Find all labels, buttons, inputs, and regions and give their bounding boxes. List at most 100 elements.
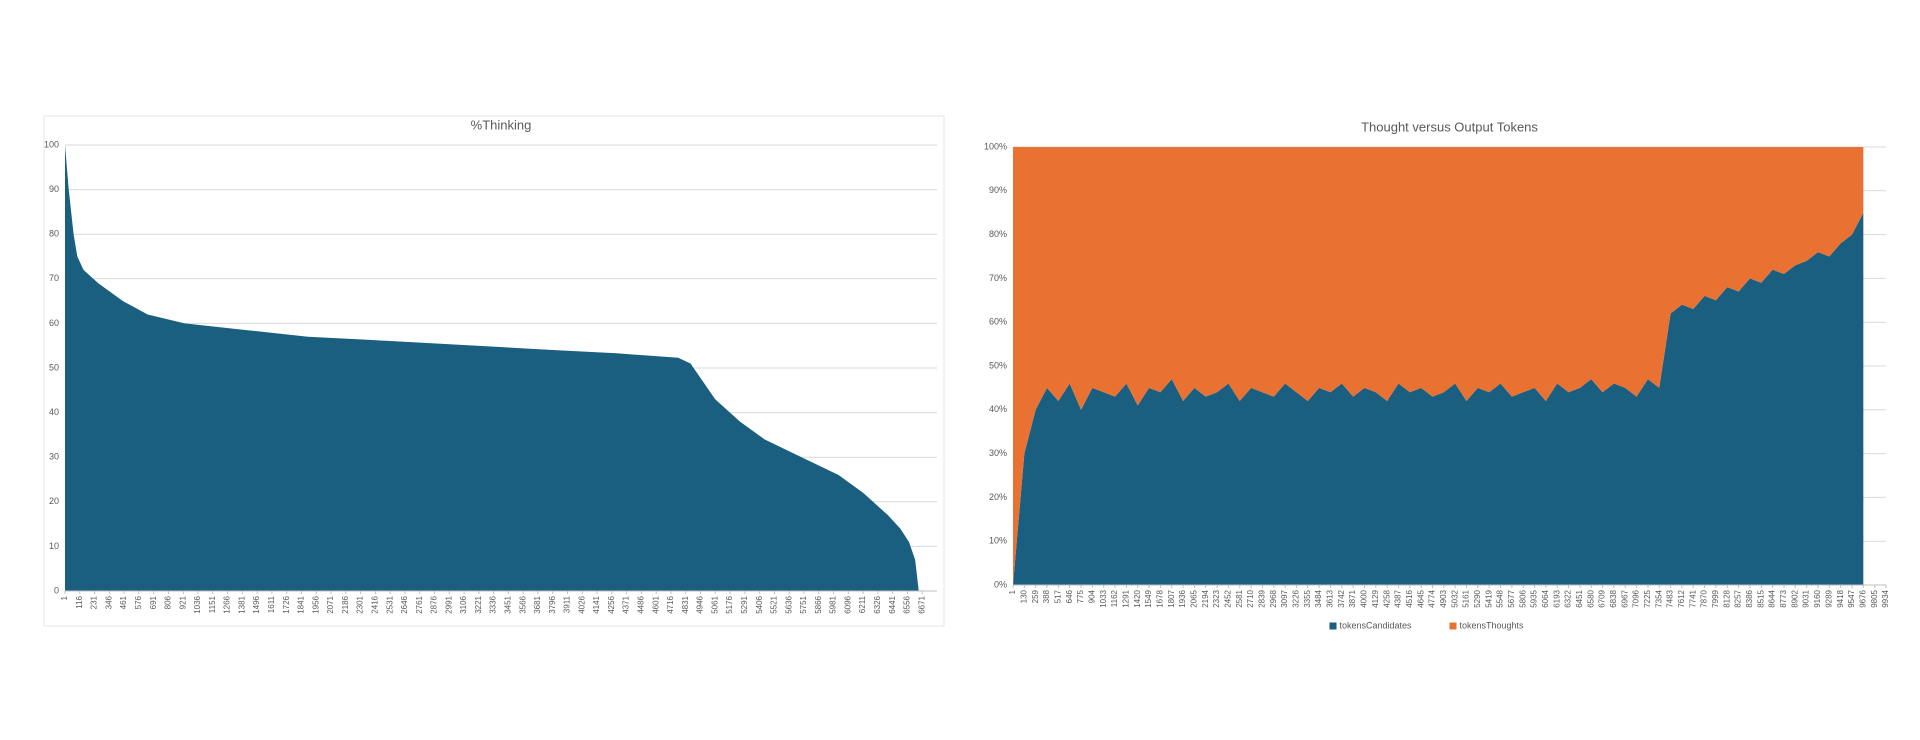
x-tick-label: 116 bbox=[75, 595, 84, 608]
x-tick-label: 2581 bbox=[1235, 589, 1244, 607]
x-tick-label: 4026 bbox=[577, 595, 586, 613]
y-tick-label: 100% bbox=[984, 141, 1007, 151]
x-tick-label: 5677 bbox=[1507, 589, 1516, 607]
x-tick-label: 1678 bbox=[1155, 589, 1164, 607]
x-tick-label: 346 bbox=[104, 595, 113, 609]
x-tick-label: 4831 bbox=[681, 595, 690, 613]
y-tick-label: 90% bbox=[989, 185, 1007, 195]
x-tick-label: 1291 bbox=[1121, 589, 1130, 607]
area bbox=[1013, 212, 1864, 585]
x-tick-label: 4516 bbox=[1405, 589, 1414, 607]
legend-label: tokensThoughts bbox=[1460, 620, 1525, 630]
x-tick-label: 5866 bbox=[814, 595, 823, 613]
x-tick-label: 2968 bbox=[1269, 589, 1278, 607]
x-tick-label: 7354 bbox=[1654, 589, 1663, 607]
x-tick-label: 6451 bbox=[1575, 589, 1584, 607]
x-tick-label: 6211 bbox=[858, 595, 867, 613]
x-tick-label: 5521 bbox=[770, 595, 779, 613]
x-tick-label: 5636 bbox=[784, 595, 793, 613]
x-tick-label: 2065 bbox=[1190, 589, 1199, 607]
x-tick-label: 2531 bbox=[385, 595, 394, 613]
y-tick-label: 100 bbox=[44, 139, 59, 149]
x-tick-label: 1266 bbox=[223, 595, 232, 613]
x-tick-label: 2186 bbox=[341, 595, 350, 613]
x-tick-label: 4903 bbox=[1439, 589, 1448, 607]
x-tick-label: 2071 bbox=[326, 595, 335, 613]
x-tick-label: 6967 bbox=[1620, 589, 1629, 607]
x-tick-label: 1549 bbox=[1144, 589, 1153, 607]
chart-frame bbox=[43, 115, 945, 627]
x-tick-label: 904 bbox=[1087, 589, 1096, 603]
x-tick-label: 6322 bbox=[1564, 589, 1573, 607]
x-tick-label: 9289 bbox=[1824, 589, 1833, 607]
x-tick-label: 5061 bbox=[710, 595, 719, 613]
x-tick-label: 4601 bbox=[651, 595, 660, 613]
x-tick-label: 9676 bbox=[1858, 589, 1867, 607]
x-tick-label: 646 bbox=[1065, 589, 1074, 603]
x-tick-label: 7225 bbox=[1643, 589, 1652, 607]
x-tick-label: 1 bbox=[60, 595, 69, 600]
x-tick-label: 3484 bbox=[1314, 589, 1323, 607]
y-tick-label: 40% bbox=[989, 404, 1007, 414]
x-tick-label: 1841 bbox=[297, 595, 306, 613]
x-tick-label: 3097 bbox=[1280, 589, 1289, 607]
area bbox=[65, 145, 919, 591]
y-tick-label: 40 bbox=[49, 407, 59, 417]
chart-title: Thought versus Output Tokens bbox=[1361, 119, 1538, 134]
x-tick-label: 2761 bbox=[415, 595, 424, 613]
x-tick-label: 8902 bbox=[1790, 589, 1799, 607]
x-tick-label: 5935 bbox=[1530, 589, 1539, 607]
x-tick-label: 130 bbox=[1019, 589, 1028, 603]
x-tick-label: 8644 bbox=[1768, 589, 1777, 607]
x-tick-label: 7096 bbox=[1632, 589, 1641, 607]
x-tick-label: 231 bbox=[90, 595, 99, 609]
x-tick-label: 6064 bbox=[1541, 589, 1550, 607]
x-tick-label: 9160 bbox=[1813, 589, 1822, 607]
x-tick-label: 1381 bbox=[237, 595, 246, 613]
x-tick-label: 8515 bbox=[1756, 589, 1765, 607]
x-tick-label: 1611 bbox=[267, 595, 276, 613]
x-tick-label: 9547 bbox=[1847, 589, 1856, 607]
x-tick-label: 4129 bbox=[1371, 589, 1380, 607]
x-tick-label: 4716 bbox=[666, 595, 675, 613]
x-tick-label: 1 bbox=[1008, 589, 1017, 594]
x-tick-label: 691 bbox=[149, 595, 158, 609]
x-tick-label: 576 bbox=[134, 595, 143, 609]
y-tick-label: 20% bbox=[989, 492, 1007, 502]
x-tick-label: 5291 bbox=[740, 595, 749, 613]
y-tick-label: 60 bbox=[49, 318, 59, 328]
x-tick-label: 6671 bbox=[917, 595, 926, 613]
x-tick-label: 4946 bbox=[696, 595, 705, 613]
legend-swatch bbox=[1329, 622, 1337, 630]
y-tick-label: 60% bbox=[989, 317, 1007, 327]
x-tick-label: 8386 bbox=[1745, 589, 1754, 607]
chart-title: %Thinking bbox=[471, 117, 532, 132]
x-tick-label: 3566 bbox=[518, 595, 527, 613]
y-tick-label: 70% bbox=[989, 273, 1007, 283]
x-tick-label: 2416 bbox=[370, 595, 379, 613]
x-tick-label: 7999 bbox=[1711, 589, 1720, 607]
x-tick-label: 3336 bbox=[489, 595, 498, 613]
x-tick-label: 7483 bbox=[1666, 589, 1675, 607]
x-tick-label: 921 bbox=[178, 595, 187, 609]
x-tick-label: 4387 bbox=[1394, 589, 1403, 607]
y-tick-label: 20 bbox=[49, 496, 59, 506]
y-tick-label: 80% bbox=[989, 229, 1007, 239]
x-tick-label: 4141 bbox=[592, 595, 601, 613]
x-tick-label: 5751 bbox=[799, 595, 808, 613]
y-tick-label: 50% bbox=[989, 360, 1007, 370]
x-tick-label: 2194 bbox=[1201, 589, 1210, 607]
x-tick-label: 1036 bbox=[193, 595, 202, 613]
x-tick-label: 6838 bbox=[1609, 589, 1618, 607]
x-tick-label: 2646 bbox=[400, 595, 409, 613]
x-tick-label: 806 bbox=[164, 595, 173, 609]
x-tick-label: 8257 bbox=[1734, 589, 1743, 607]
area bbox=[1013, 147, 1864, 585]
x-tick-label: 8128 bbox=[1722, 589, 1731, 607]
x-tick-label: 9805 bbox=[1870, 589, 1879, 607]
x-tick-label: 3355 bbox=[1303, 589, 1312, 607]
y-tick-label: 0% bbox=[994, 579, 1007, 589]
x-tick-label: 2323 bbox=[1212, 589, 1221, 607]
x-tick-label: 6556 bbox=[903, 595, 912, 613]
x-tick-label: 388 bbox=[1042, 589, 1051, 603]
